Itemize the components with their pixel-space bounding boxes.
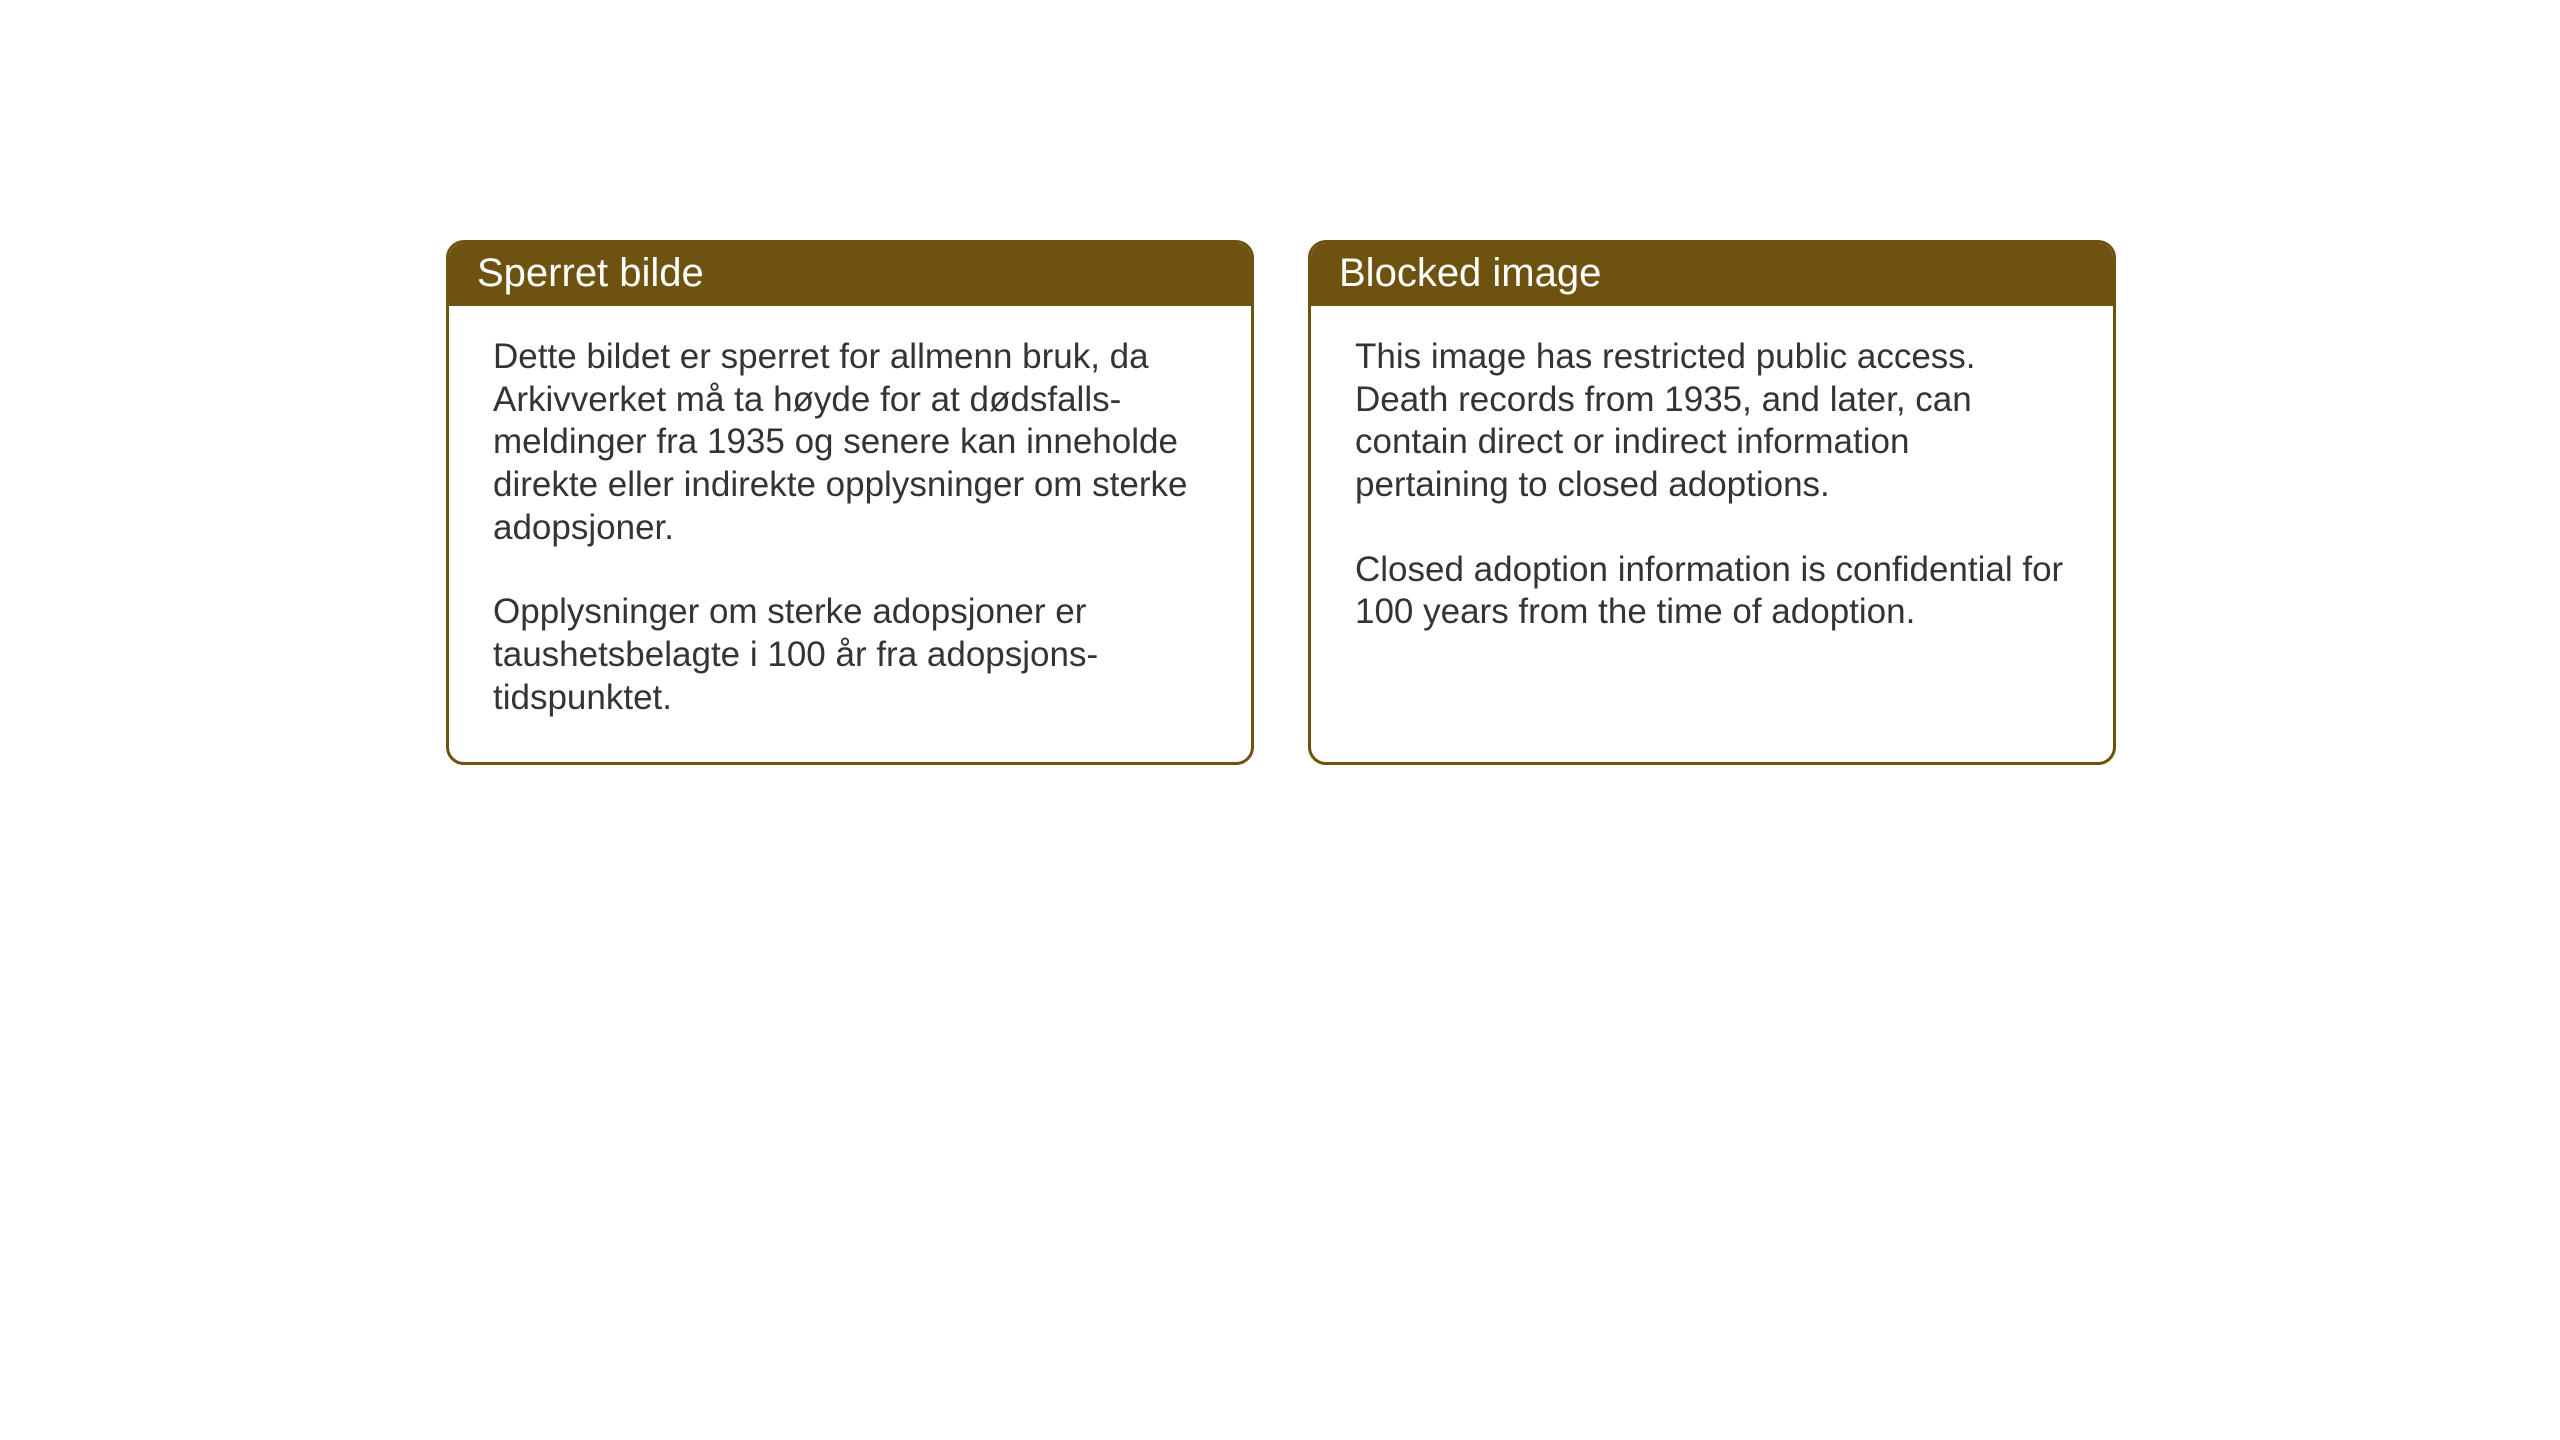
card-body-english: This image has restricted public access.… [1311,306,2113,676]
card-header-english: Blocked image [1311,243,2113,306]
card-title-norwegian: Sperret bilde [477,251,704,295]
card-header-norwegian: Sperret bilde [449,243,1251,306]
notice-card-english: Blocked image This image has restricted … [1308,240,2116,765]
notice-cards-container: Sperret bilde Dette bildet er sperret fo… [446,240,2116,765]
card-body-norwegian: Dette bildet er sperret for allmenn bruk… [449,306,1251,762]
card-paragraph-1-norwegian: Dette bildet er sperret for allmenn bruk… [493,336,1207,549]
card-paragraph-1-english: This image has restricted public access.… [1355,336,2069,507]
card-title-english: Blocked image [1339,251,1601,295]
card-paragraph-2-english: Closed adoption information is confident… [1355,549,2069,634]
notice-card-norwegian: Sperret bilde Dette bildet er sperret fo… [446,240,1254,765]
card-paragraph-2-norwegian: Opplysninger om sterke adopsjoner er tau… [493,591,1207,719]
